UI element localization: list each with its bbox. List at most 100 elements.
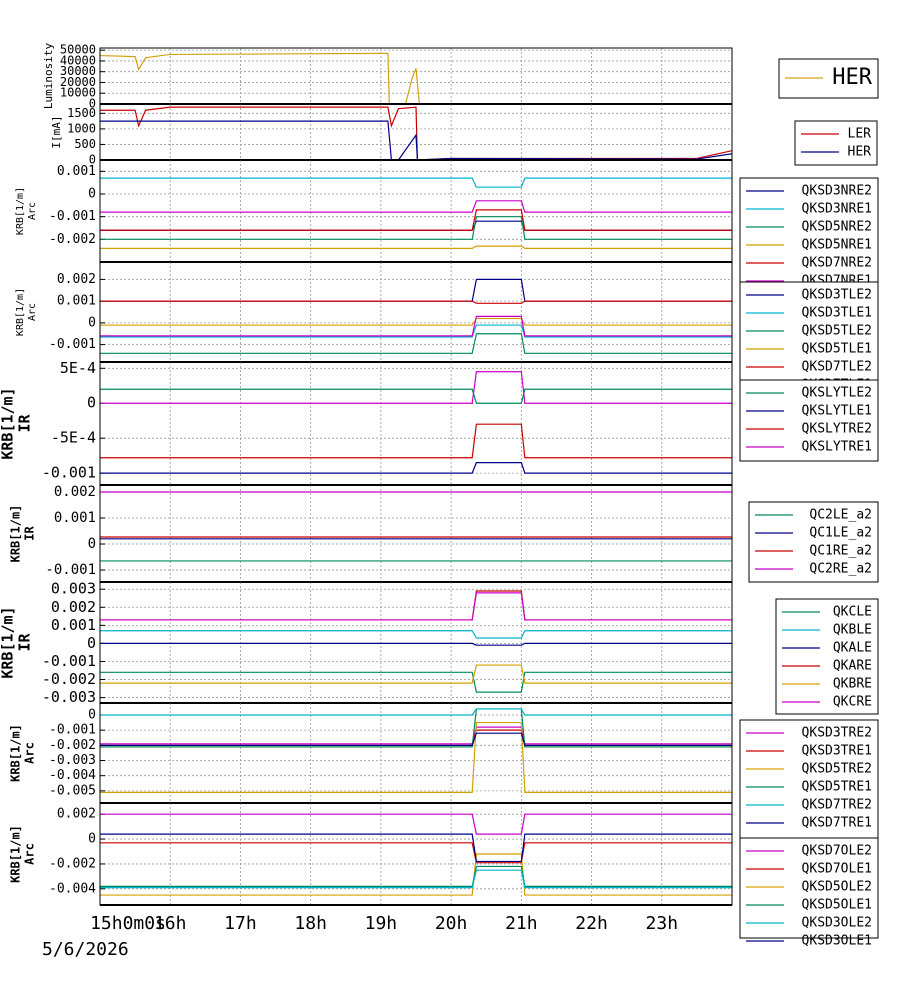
y-tick-label: 0 (88, 832, 96, 847)
legend-label: QKSLYTLE2 (802, 386, 872, 401)
y-tick-label: -0.002 (49, 232, 96, 247)
series-line (100, 333, 732, 354)
y-tick-label: 5E-4 (60, 359, 96, 377)
x-tick-label: 17h (224, 913, 257, 934)
legend: HER (778, 58, 879, 99)
y-tick-label: -0.001 (42, 464, 96, 482)
series-line (100, 833, 732, 863)
legend: QKCLE QKBLE QKALE QKARE QKBRE QKCRE (775, 598, 879, 715)
y-tick-label: 0 (87, 394, 96, 412)
y-tick-label: -0.001 (42, 652, 96, 670)
y-axis-label: KRB[1/m] (9, 505, 23, 563)
legend-label: QKSD5NRE1 (802, 238, 872, 253)
x-tick-label: 15h0m0s (90, 913, 166, 934)
series-line (100, 708, 732, 716)
y-tick-label: 0 (89, 153, 96, 167)
y-axis-label: IR (23, 526, 37, 541)
series-line (100, 671, 732, 693)
legend-label: QKSD7TRE1 (802, 816, 872, 831)
x-tick-label: 22h (575, 913, 608, 934)
legend-label: QKSD3TLE1 (802, 306, 872, 321)
x-tick-label: 23h (646, 913, 679, 934)
x-tick-label: 16h (154, 913, 187, 934)
series-line (100, 315, 732, 337)
legend: QKSD3TLE2 QKSD3TLE1 QKSD5TLE2 QKSD5TLE1 QKSD… (739, 281, 879, 393)
y-tick-label: -5E-4 (51, 429, 96, 447)
y-tick-label: -0.001 (49, 337, 96, 352)
legend-label: QKALE (833, 641, 872, 656)
series-line (100, 842, 732, 864)
y-axis-label: Arc (27, 303, 38, 321)
y-tick-label: 0.001 (57, 294, 96, 309)
legend-label: QKSD5OLE2 (802, 880, 872, 895)
y-tick-label: 0 (88, 315, 96, 330)
y-tick-label: -0.004 (49, 881, 96, 896)
legend-label: QC1LE_a2 (809, 526, 872, 541)
legend-box (775, 598, 879, 715)
y-axis-label: I[mA] (50, 115, 63, 148)
y-tick-label: -0.005 (49, 783, 96, 798)
y-axis-label: Luminosity (42, 43, 55, 110)
y-tick-label: 0 (88, 536, 96, 552)
legend-label: QKSD5TRE1 (802, 780, 872, 795)
x-tick-label: 18h (294, 913, 327, 934)
y-tick-label: 0 (87, 634, 96, 652)
legend-label: QKBLE (833, 623, 872, 638)
y-axis-label: IR (16, 414, 34, 433)
legend-box (739, 837, 879, 939)
y-tick-label: 0 (88, 707, 96, 722)
y-tick-label: 0.001 (51, 616, 96, 634)
legend-label: QKSD7TRE2 (802, 798, 872, 813)
legend: LER HER (794, 120, 878, 166)
y-axis-label: Arc (27, 202, 38, 220)
y-tick-label: 0.002 (57, 272, 96, 287)
series-line (100, 630, 732, 639)
y-tick-label: 500 (74, 137, 96, 151)
series-line (100, 462, 732, 474)
y-axis-label: KRB[1/m] (0, 387, 17, 459)
legend-label: QKSD5TLE1 (802, 342, 872, 357)
y-tick-label: 0.002 (51, 598, 96, 616)
legend-label: QKSLYTRE2 (802, 422, 872, 437)
series-line (100, 642, 732, 646)
series-line (100, 324, 732, 338)
legend-label: QKSLYTLE1 (802, 404, 872, 419)
y-tick-label: 0 (89, 97, 96, 111)
y-tick-label: -0.002 (49, 856, 96, 871)
y-tick-label: 30000 (60, 64, 96, 78)
y-axis-label: Arc (23, 742, 37, 764)
legend-label: QKSD7TLE2 (802, 360, 872, 375)
legend-label: QKSD5NRE2 (802, 220, 872, 235)
legend-box (739, 281, 879, 393)
series-line (100, 853, 732, 896)
y-tick-label: 40000 (60, 53, 96, 67)
series-line (100, 726, 732, 745)
y-tick-label: 0.001 (54, 510, 96, 526)
legend-label: QC2RE_a2 (809, 562, 872, 577)
y-tick-label: 1000 (67, 121, 96, 135)
legend-label: HER (848, 145, 872, 160)
legend-label: QKSD7OLE2 (802, 844, 872, 859)
series-line (100, 209, 732, 231)
legend-label: QKSD3NRE2 (802, 184, 872, 199)
y-tick-label: -0.001 (45, 562, 96, 578)
legend-label: QKSD3TRE2 (802, 726, 872, 741)
series-line (100, 721, 732, 793)
series-line (100, 664, 732, 684)
y-tick-label: -0.003 (49, 753, 96, 768)
legend-label: HER (832, 65, 872, 90)
series-line (100, 813, 732, 835)
legend-label: QKSD3OLE1 (802, 934, 872, 949)
y-tick-label: 0 (88, 187, 96, 202)
series-line (100, 865, 732, 887)
series-line (100, 371, 732, 404)
legend-box (794, 120, 878, 166)
legend-label: QKCLE (833, 605, 872, 620)
legend-label: QKSD5OLE1 (802, 898, 872, 913)
legend: QKSD3NRE2 QKSD3NRE1 QKSD5NRE2 QKSD5NRE1 QKSD… (739, 177, 879, 289)
legend: QKSLYTLE2 QKSLYTLE1 QKSLYTRE2 QKSLYTRE1 (739, 379, 879, 462)
legend-label: QKSLYTRE1 (802, 440, 872, 455)
y-tick-label: 10000 (60, 86, 96, 100)
y-tick-label: -0.001 (49, 723, 96, 738)
legend: QKSD7OLE2 QKSD7OLE1 QKSD5OLE2 QKSD5OLE1 QKSD… (739, 837, 879, 949)
